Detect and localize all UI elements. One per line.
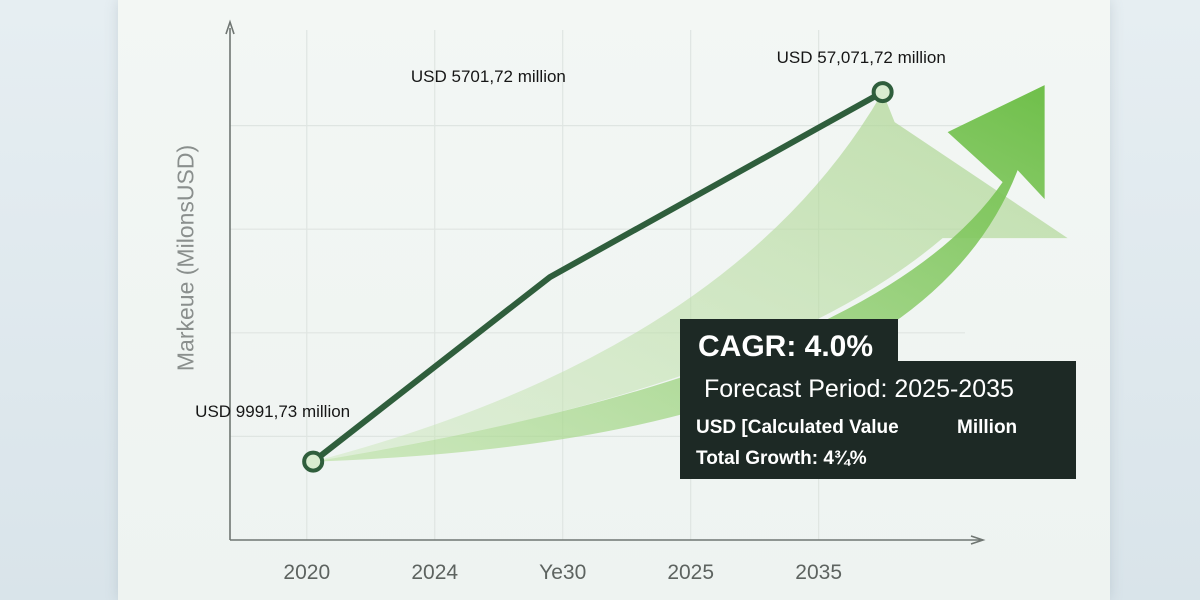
data-point-label: USD 9991,73 million xyxy=(195,401,351,421)
data-point-label: USD 5701,72 million xyxy=(410,67,566,87)
growth-arrows xyxy=(313,85,1068,462)
x-tick-label: Ye30 xyxy=(539,561,587,584)
total-growth-text: Total Growth: 4¾% xyxy=(696,448,867,469)
data-point-marker xyxy=(871,81,894,104)
x-tick-label: 2020 xyxy=(283,561,331,584)
calculated-value-text: USD [Calculated Value xyxy=(696,417,899,438)
axes xyxy=(225,19,986,545)
x-tick-label: 2025 xyxy=(667,561,715,584)
growth-arrow-shape xyxy=(313,85,1045,462)
x-tick-label: 2024 xyxy=(411,561,459,584)
forecast-period-text: Forecast Period: 2025-2035 xyxy=(704,375,1014,403)
forecast-box xyxy=(680,361,1076,479)
chart-panel xyxy=(118,0,1110,600)
cagr-text: CAGR: 4.0% xyxy=(698,330,874,363)
y-axis-arrow xyxy=(225,19,235,35)
million-text: Million xyxy=(957,417,1018,438)
background-left xyxy=(0,0,130,600)
series-group xyxy=(302,81,894,473)
series-line xyxy=(310,89,886,465)
x-axis-arrow xyxy=(970,535,986,545)
x-tick-label: 2035 xyxy=(795,561,842,584)
data-point-label: USD 57,071,72 million xyxy=(776,48,946,68)
y-axis-label: Markeue (MilonsUSD) xyxy=(172,144,199,372)
growth-wedge-shape xyxy=(313,92,1068,462)
data-point-marker xyxy=(302,450,325,473)
